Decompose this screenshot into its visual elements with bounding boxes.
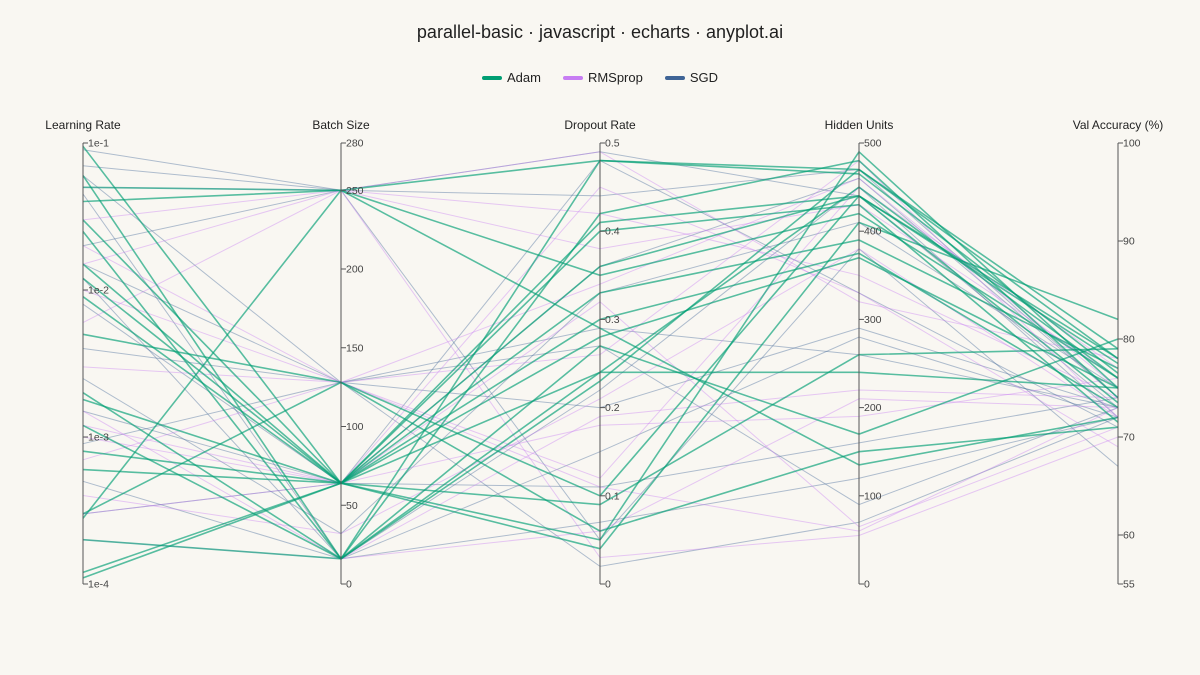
tick-label: 0.1	[605, 490, 620, 502]
tick-label: 0	[864, 579, 870, 591]
axis-name: Learning Rate	[45, 118, 121, 132]
tick-label: 90	[1123, 236, 1135, 248]
tick-label: 250	[346, 185, 364, 197]
tick-label: 0.4	[605, 226, 620, 238]
tick-label: 100	[864, 490, 882, 502]
tick-label: 1e-4	[88, 579, 109, 591]
legend-swatch-sgd	[664, 75, 685, 80]
tick-label: 1e-3	[88, 432, 109, 444]
axis-name: Hidden Units	[825, 118, 894, 132]
legend-label-rmsprop: RMSprop	[587, 70, 643, 85]
tick-label: 80	[1123, 334, 1135, 346]
axis-name: Dropout Rate	[564, 118, 636, 132]
tick-label: 300	[864, 314, 882, 326]
tick-label: 0.5	[605, 138, 620, 150]
tick-label: 70	[1123, 432, 1135, 444]
tick-label: 0.2	[605, 402, 620, 414]
tick-label: 500	[864, 138, 882, 150]
legend-label-sgd: SGD	[689, 70, 719, 85]
tick-label: 60	[1123, 530, 1135, 542]
tick-label: 200	[346, 264, 364, 276]
tick-label: 100	[1123, 138, 1141, 150]
tick-label: 55	[1123, 579, 1135, 591]
axis-1: Batch Size 0 50 100 150 200 250 280	[312, 118, 370, 591]
tick-label: 1e-2	[88, 285, 109, 297]
axis-0: Learning Rate 1e-1 1e-2 1e-3 1e-4	[45, 118, 121, 591]
tick-label: 150	[346, 342, 364, 354]
tick-label: 0	[605, 579, 611, 591]
tick-label: 280	[346, 138, 364, 150]
legend-swatch-adam	[481, 75, 502, 80]
tick-label: 100	[346, 421, 364, 433]
axis-name: Val Accuracy (%)	[1073, 118, 1163, 132]
tick-label: 0.3	[605, 314, 620, 326]
axis-4: Val Accuracy (%) 55 60 70 80 90 100	[1073, 118, 1163, 591]
tick-label: 1e-1	[88, 138, 109, 150]
axis-name: Batch Size	[312, 118, 370, 132]
legend-item-adam[interactable]: Adam	[481, 70, 541, 85]
legend-label-adam: Adam	[506, 70, 541, 85]
tick-label: 400	[864, 226, 882, 238]
chart-title: parallel-basic · javascript · echarts · …	[416, 22, 784, 42]
tick-label: 50	[346, 500, 358, 512]
axis-2: Dropout Rate 0 0.1 0.2 0.3 0.4 0.5	[564, 118, 636, 591]
axis-3: Hidden Units 0 100 200 300 400 500	[825, 118, 894, 591]
legend-item-sgd[interactable]: SGD	[664, 70, 719, 85]
legend: Adam RMSprop SGD	[0, 70, 1200, 85]
tick-label: 200	[864, 402, 882, 414]
tick-label: 0	[346, 579, 352, 591]
legend-swatch-rmsprop	[562, 75, 583, 80]
legend-item-rmsprop[interactable]: RMSprop	[562, 70, 643, 85]
